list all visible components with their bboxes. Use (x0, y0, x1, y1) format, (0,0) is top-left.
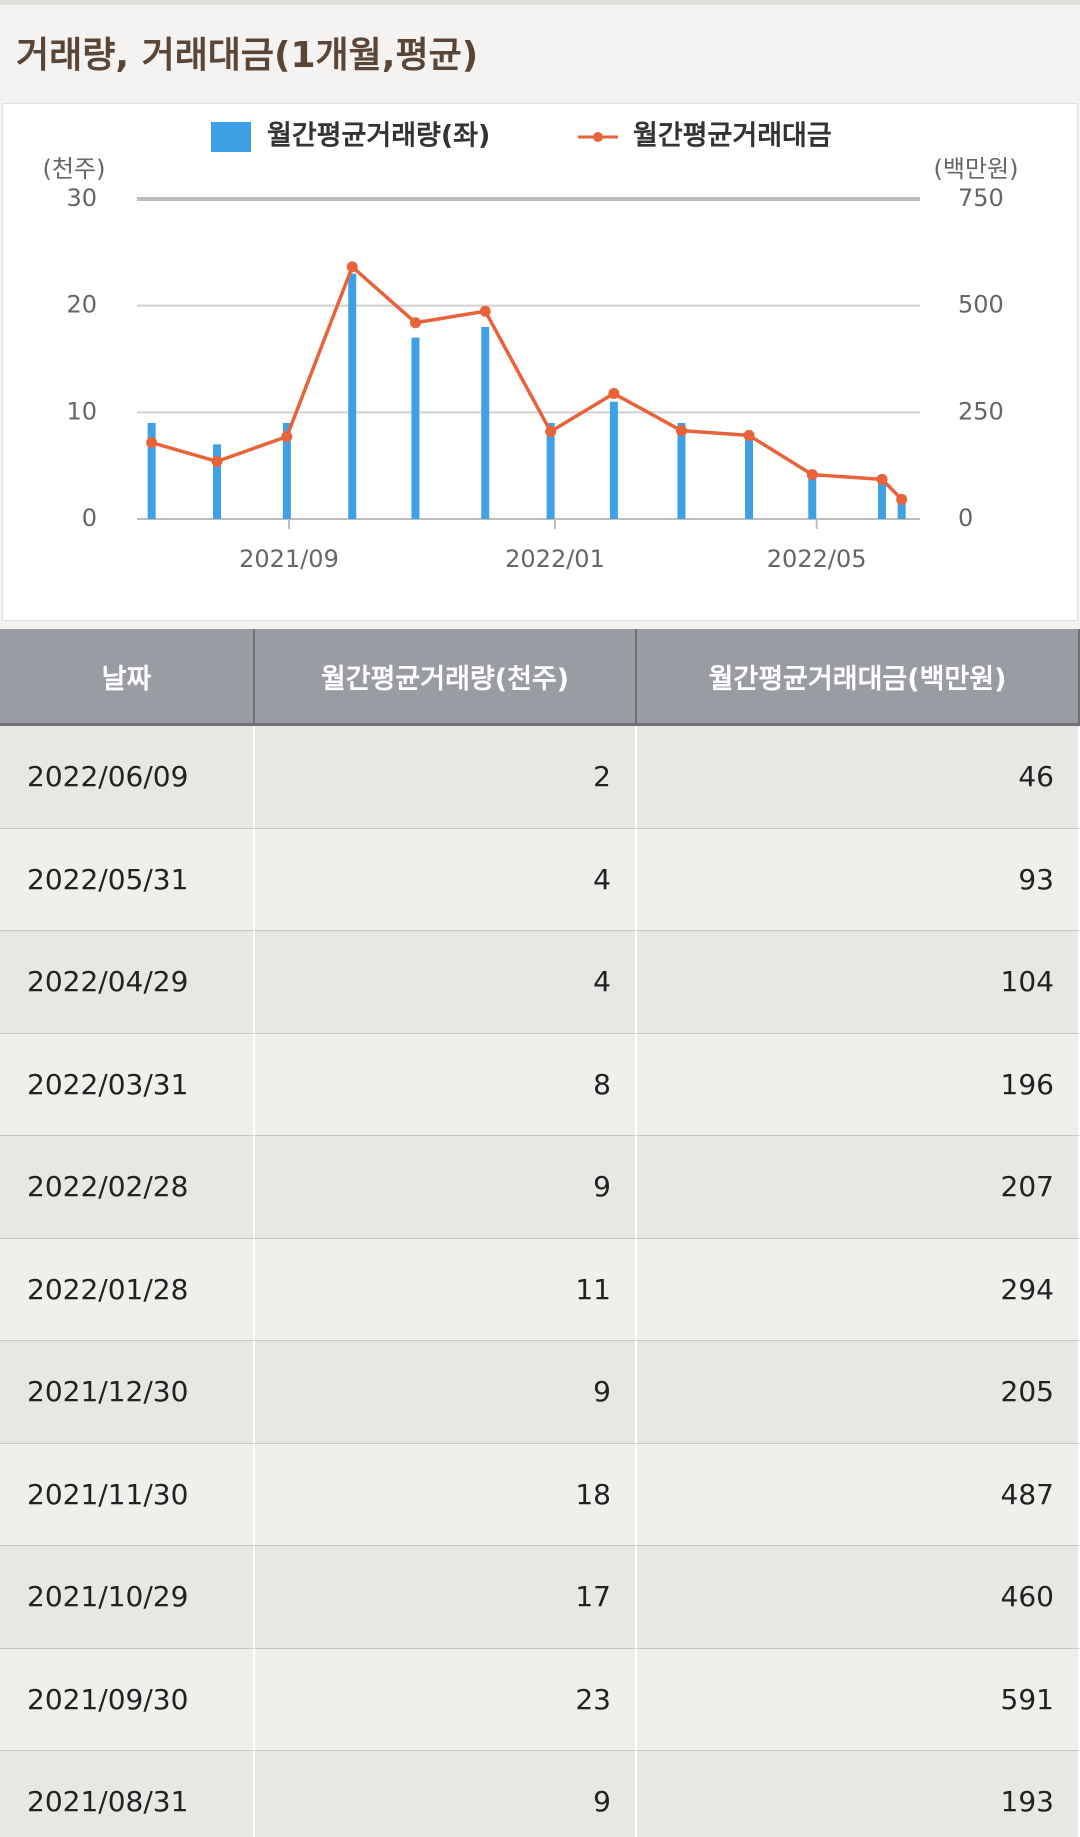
y2-tick-label: 250 (958, 397, 1004, 425)
y2-tick-label: 750 (958, 184, 1004, 212)
table-cell: 460 (637, 1546, 1080, 1649)
bar (481, 327, 490, 519)
table-cell: 4 (255, 931, 637, 1034)
table-cell: 23 (255, 1648, 637, 1751)
table-cell: 9 (255, 1136, 637, 1239)
line-point (346, 261, 358, 273)
line-point (896, 493, 908, 505)
bar (745, 433, 754, 519)
bar (546, 423, 555, 519)
bar (878, 476, 887, 519)
table-cell: 월간평균거래대금(백만원) (637, 629, 1080, 726)
table-row: 2022/03/31 8 196 (0, 1033, 1080, 1136)
data-table: 날짜 월간평균거래량(천주) 월간평균거래대금(백만원) 2022/06/09 2 46 2… (0, 629, 1080, 1837)
table-row: 2021/09/30 23 591 (0, 1648, 1080, 1751)
table-cell: 9 (255, 1341, 637, 1444)
line-point (806, 469, 818, 481)
y-tick-label: 20 (66, 291, 97, 319)
table-row: 2022/04/29 4 104 (0, 931, 1080, 1034)
table-cell: 날짜 (0, 629, 255, 726)
legend-label: 월간평균거래대금 (633, 121, 832, 152)
top-border (0, 0, 1080, 5)
legend-swatch (593, 132, 603, 142)
table-cell: 2021/11/30 (0, 1443, 255, 1546)
bar (348, 273, 357, 519)
table-cell: 104 (637, 931, 1080, 1034)
legend-swatch (211, 122, 251, 152)
chart-panel: 0 10 20 30 0 250 500 750 (천주) (백만원) 2021/09 2022/01… (2, 103, 1078, 621)
bar (282, 423, 291, 519)
table-cell: 487 (637, 1443, 1080, 1546)
line-point (211, 455, 223, 467)
x-tick-label: 2021/09 (239, 545, 339, 573)
chart: 0 10 20 30 0 250 500 750 (천주) (백만원) 2021/09 2022/01… (43, 121, 1019, 574)
table-row: 2021/12/30 9 205 (0, 1341, 1080, 1444)
table-cell: 2021/12/30 (0, 1341, 255, 1444)
table-cell: 8 (255, 1033, 637, 1136)
table-cell: 2022/03/31 (0, 1033, 255, 1136)
bar (677, 423, 686, 519)
bar (808, 476, 817, 519)
table-row: 2021/11/30 18 487 (0, 1443, 1080, 1546)
table-cell: 205 (637, 1341, 1080, 1444)
table-cell: 93 (637, 828, 1080, 931)
table-cell: 17 (255, 1546, 637, 1649)
table-cell: 2 (255, 726, 637, 829)
line-point (281, 431, 293, 443)
line-point (545, 426, 557, 438)
table-cell: 2022/04/29 (0, 931, 255, 1034)
table-cell: 18 (255, 1443, 637, 1546)
line-point (876, 473, 888, 485)
y2-axis-label: (백만원) (934, 155, 1019, 183)
table-cell: 2021/09/30 (0, 1648, 255, 1751)
bar (147, 423, 156, 519)
table-row: 2022/06/09 2 46 (0, 726, 1080, 829)
line-point (743, 429, 755, 441)
line-point (608, 388, 620, 400)
section-title: 거래량, 거래대금(1개월,평균) (16, 35, 479, 76)
table-row: 2021/10/29 17 460 (0, 1546, 1080, 1649)
table-cell: 2022/01/28 (0, 1238, 255, 1341)
table-cell: 월간평균거래량(천주) (255, 629, 637, 726)
y-tick-label: 10 (66, 397, 97, 425)
bar (609, 401, 618, 519)
table-cell: 193 (637, 1751, 1080, 1837)
table-row: 2021/08/31 9 193 (0, 1751, 1080, 1837)
y2-tick-label: 0 (958, 504, 973, 532)
table-cell: 2022/02/28 (0, 1136, 255, 1239)
table-header: 날짜 월간평균거래량(천주) 월간평균거래대금(백만원) (0, 629, 1080, 726)
table-cell: 2021/10/29 (0, 1546, 255, 1649)
line-point (409, 317, 421, 329)
legend-label: 월간평균거래량(좌) (267, 121, 490, 152)
line (151, 265, 903, 501)
table-cell: 294 (637, 1238, 1080, 1341)
table-cell: 196 (637, 1033, 1080, 1136)
bar (213, 444, 222, 519)
table-row: 2022/02/28 9 207 (0, 1136, 1080, 1239)
line-point (479, 305, 491, 317)
table-cell: 207 (637, 1136, 1080, 1239)
table-cell: 46 (637, 726, 1080, 829)
table-cell: 2022/05/31 (0, 828, 255, 931)
y-tick-label: 30 (66, 184, 97, 212)
table-cell: 11 (255, 1238, 637, 1341)
table-row: 2022/05/31 4 93 (0, 828, 1080, 931)
line-point (146, 437, 158, 449)
y-tick-label: 0 (82, 504, 97, 532)
x-tick-label: 2022/01 (505, 545, 605, 573)
bar (411, 337, 420, 519)
table-cell: 2021/08/31 (0, 1751, 255, 1837)
table-cell: 4 (255, 828, 637, 931)
y-axis-label: (천주) (43, 155, 106, 183)
bar (897, 497, 906, 519)
y2-tick-label: 500 (958, 291, 1004, 319)
table-row: 2022/01/28 11 294 (0, 1238, 1080, 1341)
table-cell: 9 (255, 1751, 637, 1837)
table-cell: 591 (637, 1648, 1080, 1751)
table-cell: 2022/06/09 (0, 726, 255, 829)
x-tick-label: 2022/05 (767, 545, 867, 573)
line-point (675, 425, 687, 437)
